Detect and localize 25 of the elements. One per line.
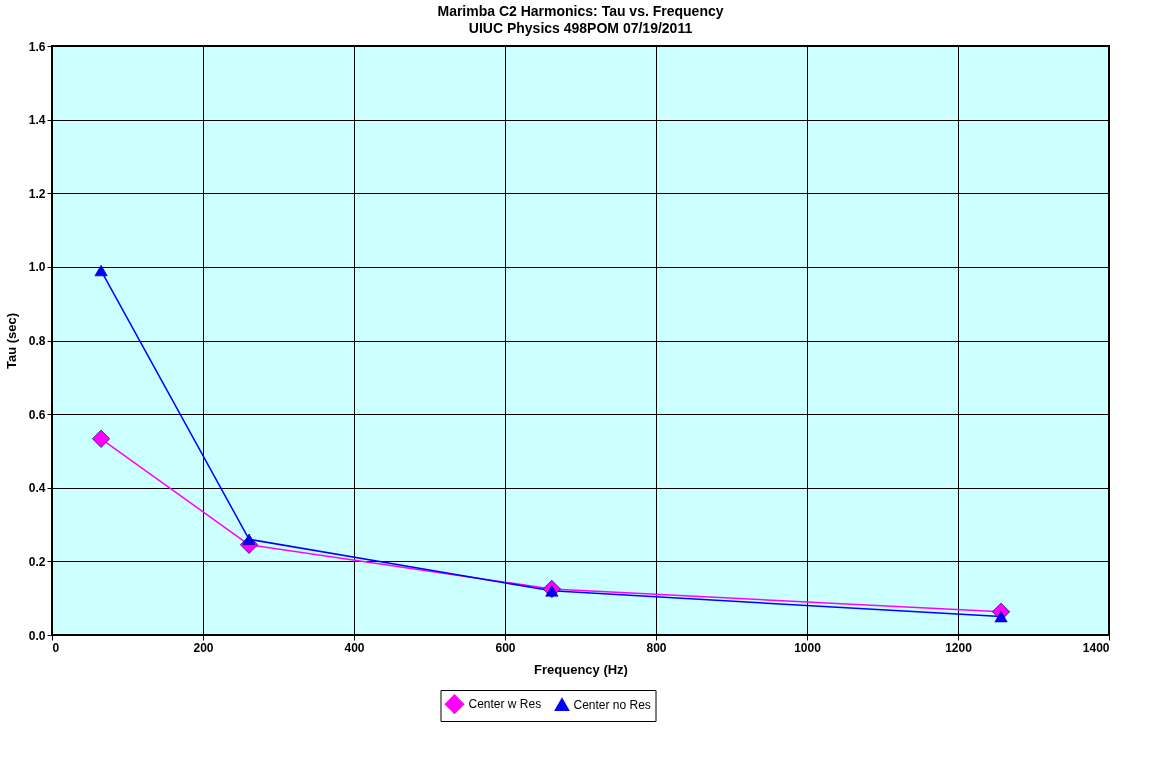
y-tick-label: 1.6 — [28, 39, 46, 54]
chart-subtitle: UIUC Physics 498POM 07/19/2011 — [468, 20, 693, 36]
y-tick-label: 1.2 — [28, 186, 46, 201]
legend-label: Center w Res — [468, 697, 542, 712]
y-tick-label: 0.8 — [28, 334, 46, 348]
x-tick-label: 1400 — [1082, 640, 1110, 655]
y-axis-title: Tau (sec) — [3, 312, 19, 370]
y-tick-label: 0.0 — [28, 628, 46, 643]
x-tick-label: 200 — [193, 640, 214, 655]
y-tick-label: 0.2 — [28, 554, 46, 569]
x-tick-label: 600 — [495, 640, 516, 655]
point — [92, 429, 111, 448]
legend-label: Center no Res — [573, 697, 651, 712]
y-tick-label: 1.4 — [28, 113, 46, 128]
y-tick-label: 0.6 — [28, 407, 46, 422]
y-tick-label: 1.0 — [28, 260, 46, 275]
x-tick-label: 0 — [52, 640, 60, 655]
x-tick-label: 1200 — [945, 640, 973, 655]
x-tick-label: 400 — [344, 640, 365, 655]
chart-title: Marimba C2 Harmonics: Tau vs. Frequency — [437, 3, 724, 19]
x-axis-title: Frequency (Hz) — [534, 661, 628, 677]
y-tick-label: 0.4 — [28, 481, 46, 496]
x-tick-label: 800 — [646, 640, 667, 655]
point — [94, 264, 108, 277]
x-tick-label: 1000 — [794, 640, 822, 655]
